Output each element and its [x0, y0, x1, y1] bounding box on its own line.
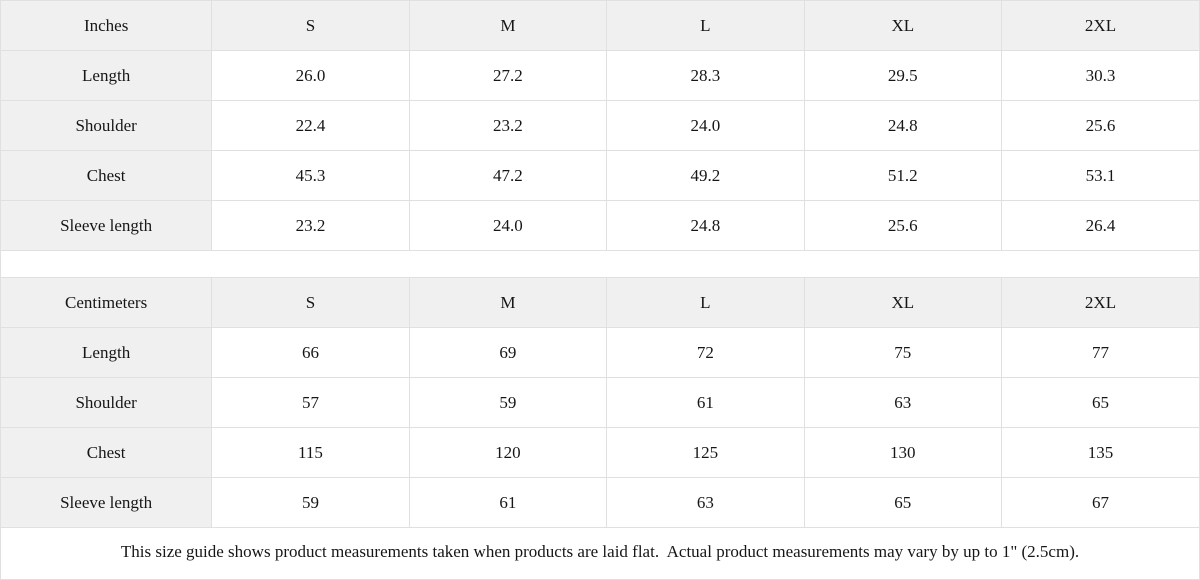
- measurement-value: 61: [408, 477, 608, 528]
- measurement-value: 51.2: [803, 150, 1003, 201]
- measurement-row: Chest 45.3 47.2 49.2 51.2 53.1: [0, 150, 1200, 201]
- measurement-value: 65: [803, 477, 1003, 528]
- measurement-value: 115: [211, 427, 410, 478]
- header-row: Inches S M L XL 2XL: [0, 0, 1200, 51]
- measurement-row: Chest 115 120 125 130 135: [0, 427, 1200, 478]
- measurement-value: 69: [408, 327, 608, 378]
- measurement-value: 59: [408, 377, 608, 428]
- measurement-value: 53.1: [1001, 150, 1200, 201]
- size-column-header: M: [408, 277, 608, 328]
- measurement-value: 135: [1001, 427, 1200, 478]
- measurement-value: 25.6: [1001, 100, 1200, 151]
- row-label: Length: [0, 327, 213, 378]
- measurement-value: 125: [606, 427, 805, 478]
- measurement-value: 27.2: [408, 50, 608, 101]
- measurement-value: 66: [211, 327, 410, 378]
- size-guide-note: This size guide shows product measuremen…: [1, 527, 1199, 576]
- size-column-header: S: [211, 277, 410, 328]
- measurement-value: 63: [606, 477, 805, 528]
- table-separator: [1, 250, 1199, 278]
- unit-header: Centimeters: [0, 277, 213, 328]
- measurement-value: 45.3: [211, 150, 410, 201]
- measurement-value: 63: [803, 377, 1003, 428]
- row-label: Chest: [0, 150, 213, 201]
- row-label: Sleeve length: [0, 200, 213, 251]
- measurement-value: 22.4: [211, 100, 410, 151]
- header-row: Centimeters S M L XL 2XL: [0, 277, 1200, 328]
- inches-size-table: Inches S M L XL 2XL Length 26.0 27.2 28.3 29.5 30.3…: [0, 0, 1200, 251]
- measurement-value: 49.2: [606, 150, 805, 201]
- measurement-value: 59: [211, 477, 410, 528]
- row-label: Length: [0, 50, 213, 101]
- measurement-value: 24.8: [803, 100, 1003, 151]
- size-column-header: M: [408, 0, 608, 51]
- row-label: Shoulder: [0, 377, 213, 428]
- measurement-row: Shoulder 57 59 61 63 65: [0, 377, 1200, 428]
- size-column-header: XL: [803, 277, 1003, 328]
- measurement-value: 26.4: [1001, 200, 1200, 251]
- size-column-header: 2XL: [1001, 277, 1200, 328]
- row-label: Shoulder: [0, 100, 213, 151]
- measurement-value: 24.0: [408, 200, 608, 251]
- measurement-value: 28.3: [606, 50, 805, 101]
- centimeters-size-table: Centimeters S M L XL 2XL Length 66 69 72 75 77 Shoul…: [0, 277, 1200, 528]
- measurement-value: 65: [1001, 377, 1200, 428]
- measurement-value: 23.2: [211, 200, 410, 251]
- measurement-value: 75: [803, 327, 1003, 378]
- size-column-header: XL: [803, 0, 1003, 51]
- unit-header: Inches: [0, 0, 213, 51]
- row-label: Sleeve length: [0, 477, 213, 528]
- size-column-header: S: [211, 0, 410, 51]
- measurement-value: 24.0: [606, 100, 805, 151]
- size-column-header: 2XL: [1001, 0, 1200, 51]
- measurement-value: 23.2: [408, 100, 608, 151]
- measurement-value: 61: [606, 377, 805, 428]
- measurement-row: Sleeve length 23.2 24.0 24.8 25.6 26.4: [0, 200, 1200, 251]
- measurement-row: Length 26.0 27.2 28.3 29.5 30.3: [0, 50, 1200, 101]
- measurement-value: 57: [211, 377, 410, 428]
- measurement-value: 72: [606, 327, 805, 378]
- measurement-value: 77: [1001, 327, 1200, 378]
- measurement-value: 24.8: [606, 200, 805, 251]
- measurement-value: 30.3: [1001, 50, 1200, 101]
- measurement-row: Length 66 69 72 75 77: [0, 327, 1200, 378]
- size-column-header: L: [606, 0, 805, 51]
- measurement-value: 67: [1001, 477, 1200, 528]
- measurement-value: 120: [408, 427, 608, 478]
- measurement-value: 29.5: [803, 50, 1003, 101]
- measurement-value: 26.0: [211, 50, 410, 101]
- size-column-header: L: [606, 277, 805, 328]
- measurement-value: 47.2: [408, 150, 608, 201]
- measurement-row: Sleeve length 59 61 63 65 67: [0, 477, 1200, 528]
- measurement-value: 25.6: [803, 200, 1003, 251]
- measurement-row: Shoulder 22.4 23.2 24.0 24.8 25.6: [0, 100, 1200, 151]
- row-label: Chest: [0, 427, 213, 478]
- measurement-value: 130: [803, 427, 1003, 478]
